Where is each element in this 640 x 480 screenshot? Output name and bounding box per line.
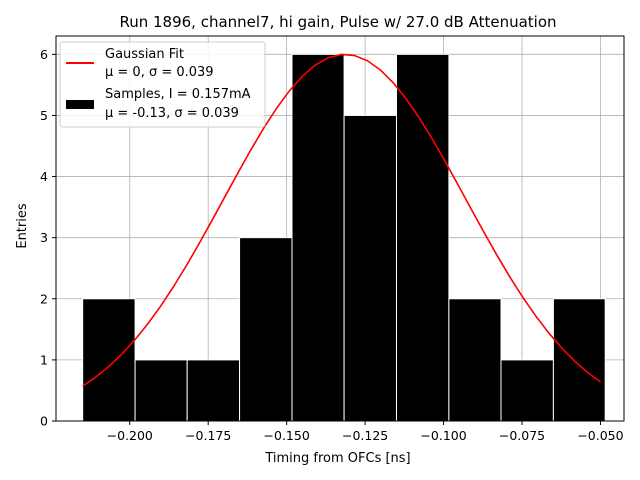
y-tick-label-5: 5 [40,108,48,123]
y-tick-label-0: 0 [40,414,48,429]
x-tick-label-3: −0.125 [342,428,388,443]
histogram-bar-7 [448,298,502,422]
y-tick-label-3: 3 [40,230,48,245]
legend-samples-swatch [66,100,94,109]
y-tick-label-6: 6 [40,47,48,62]
histogram-bar-6 [395,53,450,422]
x-tick-label-6: −0.050 [577,428,623,443]
legend-fit-label: Gaussian Fit [105,47,184,62]
y-tick-label-1: 1 [40,352,48,367]
gaussian-fit-curve [82,53,601,387]
histogram-bar-2 [186,359,241,422]
plot-frame [55,35,625,422]
x-axis-label: Timing from OFCs [ns] [264,451,410,466]
legend-samples-label: Samples, I = 0.157mA [105,87,251,102]
histogram-bar-5 [343,114,397,422]
histogram-bar-3 [239,237,293,422]
chart-title: Run 1896, channel7, hi gain, Pulse w/ 27… [119,13,556,31]
x-tick-label-2: −0.150 [264,428,310,443]
x-axis-ticks: −0.200 −0.175 −0.150 −0.125 −0.100 −0.075 −0.0… [107,421,624,443]
legend: Gaussian Fit μ = 0, σ = 0.039 Samples, I… [59,41,266,128]
y-tick-label-2: 2 [40,291,48,306]
y-axis-ticks: 0 1 2 3 4 5 6 [40,47,56,429]
histogram-bar-4 [291,53,345,422]
x-tick-label-0: −0.200 [107,428,153,443]
histogram-bar-9 [552,298,606,422]
histogram-bar-0 [82,298,136,422]
histogram-bars [82,53,606,422]
x-tick-label-5: −0.075 [499,428,545,443]
histogram-bar-1 [134,359,188,422]
y-axis-label: Entries [15,203,30,249]
gaussian-fit-line [82,53,601,387]
x-tick-label-1: −0.175 [185,428,231,443]
histogram-bar-8 [500,359,554,422]
legend-box [59,41,266,128]
legend-fit-stats: μ = 0, σ = 0.039 [105,65,214,80]
legend-samples-stats: μ = -0.13, σ = 0.039 [105,106,239,121]
y-tick-label-4: 4 [40,169,48,184]
x-tick-label-4: −0.100 [420,428,466,443]
